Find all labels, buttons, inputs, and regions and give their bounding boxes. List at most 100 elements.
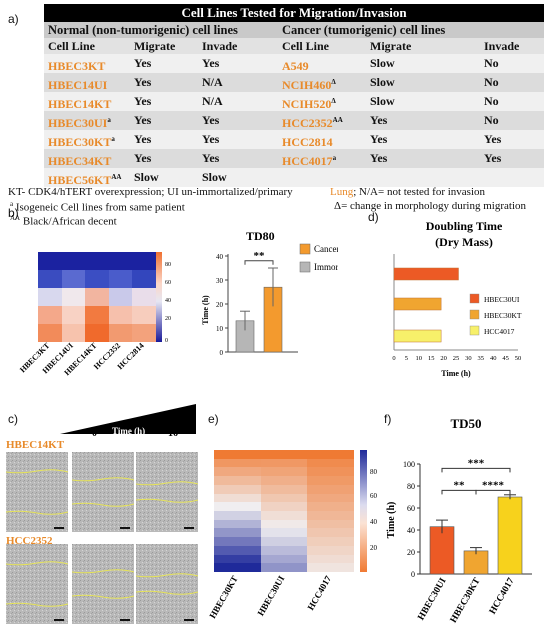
heatmap-b-cell <box>108 306 133 324</box>
heatmap-e-cell <box>260 467 308 477</box>
td50-ytick-label: 100 <box>403 460 415 469</box>
heatmap-e-cell <box>307 563 355 573</box>
table-title: Cell Lines Tested for Migration/Invasion <box>44 4 544 22</box>
heatmap-b-cell <box>38 270 62 288</box>
heatmap-e-cell <box>260 528 308 538</box>
td80-ytick-label: 40 <box>216 253 224 261</box>
heatmap-b-cell <box>85 324 109 342</box>
cancer-header: Cancer (tumorigenic) cell lines <box>282 23 446 37</box>
cb-b-tick-40: 40 <box>165 298 171 304</box>
invade-normal: N/A <box>202 94 223 108</box>
heatmap-b-cell <box>38 288 62 306</box>
migrate-cancer: Yes <box>370 113 388 127</box>
table-row: HBEC34KT Yes Yes HCC4017a Yes Yes <box>44 149 544 168</box>
doubling-bar <box>393 267 459 281</box>
doubling-legend-swatch <box>469 309 480 320</box>
migrate-cancer: Slow <box>370 75 395 89</box>
cell-line-normal: HBEC34KT <box>48 154 112 168</box>
time-16-label: 16 <box>168 428 178 439</box>
td50-xlabel: HCC4017 <box>488 576 517 616</box>
td50-sig-label-1: ** <box>454 479 466 491</box>
heatmap-e-cell <box>307 511 355 521</box>
cell-line-normal: HBEC14KT <box>48 97 112 111</box>
invade-cancer: No <box>484 56 499 70</box>
td50-sig-bracket-3 <box>441 467 511 473</box>
td50-ytick-label: 80 <box>407 482 415 491</box>
heatmap-e-cell <box>214 450 262 460</box>
heatmap-e-cell <box>307 484 355 495</box>
doubling-title-line1: Doubling Time <box>426 219 503 233</box>
heatmap-b-cell <box>85 252 109 270</box>
scratch-edge-top <box>5 469 69 474</box>
heatmap-e-xlabel: HCC4017 <box>305 574 333 612</box>
doubling-xtick-label: 0 <box>392 355 395 362</box>
heatmap-e-cell <box>214 511 262 521</box>
table-row: HBEC14UI Yes N/A NCIH460Δ Slow No <box>44 73 544 92</box>
td50-sig-label-2: **** <box>482 479 505 491</box>
table-row: HBEC3KT Yes Yes A549 Slow No <box>44 54 544 73</box>
scale-bar <box>120 527 130 529</box>
scale-bar <box>54 527 64 529</box>
panel-e-label: e) <box>208 412 219 426</box>
doubling-bar <box>393 297 442 311</box>
heatmap-e-cell <box>307 467 355 477</box>
heatmap-e-cell <box>307 545 355 556</box>
cb-b-tick-0: 0 <box>165 338 168 344</box>
heatmap-b-cell <box>38 324 62 342</box>
td80-chart: TD80 0 10 20 30 40 Time (h) ** Cancer Immortalize… <box>201 229 338 357</box>
heatmap-b-cell <box>132 270 156 288</box>
heatmap-e-cell <box>260 458 308 468</box>
migrate-normal: Yes <box>134 151 152 165</box>
scratch-edge-top <box>71 569 135 574</box>
heatmap-e-cell <box>214 458 262 468</box>
doubling-bar <box>393 329 442 343</box>
invade-normal: Yes <box>202 132 220 146</box>
heatmap-e-xlabels: HBEC30KT HBEC30UI HCC4017 <box>207 574 333 621</box>
doubling-xtick-label: 40 <box>490 355 497 362</box>
scratch-image <box>6 544 68 624</box>
heatmap-b-cell <box>61 270 86 288</box>
migrate-cancer: Slow <box>370 56 395 70</box>
cb-b-tick-80: 80 <box>165 262 171 268</box>
td50-ytick-label: 60 <box>407 504 415 513</box>
heatmap-e-cell <box>260 511 308 521</box>
doubling-legend-swatch <box>469 293 480 304</box>
panel-d-label: d) <box>368 210 379 224</box>
migrate-cancer: Yes <box>370 132 388 146</box>
doubling-xtick-label: 50 <box>515 355 522 362</box>
td50-bar <box>497 496 523 575</box>
cb-e-tick-60: 60 <box>370 492 378 500</box>
heatmap-b-cell <box>85 288 109 306</box>
migrate-normal: Yes <box>134 113 152 127</box>
td50-bar <box>463 550 489 575</box>
td50-sig-label-3: *** <box>468 457 485 469</box>
heatmap-e-cell <box>214 537 262 547</box>
td50-sig-bracket-2 <box>475 489 511 495</box>
col-invade-normal: Invade <box>202 39 238 53</box>
invade-cancer: No <box>484 94 499 108</box>
cb-e-tick-40: 40 <box>370 518 378 526</box>
td80-sig-label: ** <box>254 250 266 262</box>
td50-ytick-label: 40 <box>407 526 415 535</box>
col-invade-cancer: Invade <box>484 39 520 53</box>
cell-line-cancer: HCC2814 <box>282 135 333 149</box>
table-row: HBEC56KTAA Slow Slow <box>44 168 544 187</box>
doubling-xtick-label: 25 <box>453 355 460 362</box>
heatmap-b-cell <box>61 324 86 342</box>
heatmap-b-cell <box>108 324 133 342</box>
heatmap-e-cell <box>307 528 355 538</box>
doubling-xtick-label: 5 <box>405 355 408 362</box>
doubling-xlabel: Time (h) <box>441 369 471 378</box>
heatmap-b <box>38 252 156 342</box>
scale-bar <box>184 619 194 621</box>
heatmap-e-cell <box>307 458 355 468</box>
doubling-xtick-label: 10 <box>416 355 423 362</box>
td80-sig-bracket <box>244 260 274 265</box>
table-row: HBEC30KTa Yes Yes HCC2814 Yes Yes <box>44 130 544 149</box>
note-isogeneic: a Isogeneic Cell lines from same patient <box>10 200 185 214</box>
cell-line-normal: HBEC14UI <box>48 78 108 92</box>
cell-line-normal: HBEC30KTa <box>48 135 115 149</box>
cb-b-tick-60: 60 <box>165 280 171 286</box>
cell-line-cancer: NCIH520Δ <box>282 97 336 111</box>
heatmap-b-colorbar: 80 60 40 20 0 <box>156 252 171 344</box>
